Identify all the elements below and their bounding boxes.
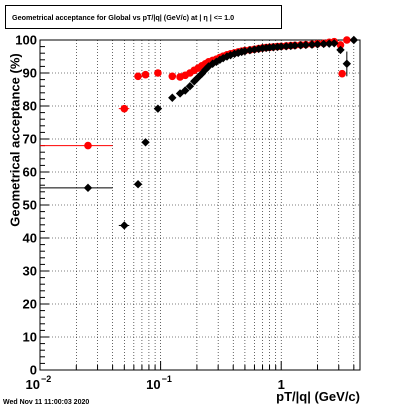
data-point-black	[342, 59, 352, 68]
x-tick-label: 10	[26, 377, 40, 392]
footer-timestamp: Wed Nov 11 11:00:03 2020	[3, 399, 90, 406]
data-point-black	[83, 183, 93, 193]
data-point-red	[134, 72, 142, 81]
x-tick-label: 10	[146, 377, 160, 392]
grid-layer	[40, 40, 360, 370]
y-tick-label: 0	[30, 363, 37, 378]
data-point-black	[319, 39, 328, 49]
data-point-black	[168, 93, 177, 102]
y-tick-label: 60	[23, 165, 37, 180]
y-tick-label: 50	[23, 198, 37, 213]
data-point-black	[349, 35, 359, 45]
data-point-black	[120, 221, 129, 230]
data-point-black	[313, 40, 322, 49]
data-point-black	[194, 73, 203, 82]
data-point-black	[215, 55, 225, 64]
data-point-black	[204, 62, 213, 71]
data-point-black	[336, 45, 345, 55]
error-bars	[40, 51, 348, 226]
data-point-black	[141, 138, 150, 147]
data-point-black	[277, 42, 286, 51]
y-tick-label: 10	[23, 330, 37, 345]
data-point-black	[153, 104, 163, 113]
y-tick-label: 80	[23, 99, 37, 114]
data-point-black	[282, 42, 291, 51]
data-point-black	[301, 40, 311, 50]
y-axis-label: Geometrical acceptance (%)	[7, 53, 23, 227]
data-point-black	[208, 59, 217, 68]
y-tick-label: 100	[15, 33, 37, 48]
data-point-red	[338, 69, 346, 78]
data-point-black	[197, 69, 207, 78]
data-point-black	[226, 50, 235, 60]
data-points	[83, 35, 359, 230]
data-point-red	[343, 36, 351, 44]
x-axis-label: pT/|q| (GeV/c)	[276, 389, 360, 404]
data-point-red	[120, 104, 129, 113]
data-point-black	[330, 39, 339, 48]
data-point-black	[290, 41, 300, 50]
data-point-black	[185, 82, 195, 91]
data-point-black	[296, 41, 305, 50]
data-point-black	[325, 39, 334, 48]
data-point-black	[133, 180, 143, 189]
x-tick-label: 1	[278, 377, 285, 392]
y-tick-label: 40	[23, 231, 37, 246]
data-point-red	[141, 70, 150, 79]
data-point-red	[168, 72, 177, 81]
data-point-red	[154, 69, 162, 77]
y-tick-label: 90	[23, 66, 37, 81]
data-point-red	[336, 41, 345, 49]
x-tick-label-exponent: −1	[162, 374, 172, 384]
y-tick-label: 70	[23, 132, 37, 147]
data-point-black	[254, 44, 263, 54]
data-point-red	[84, 141, 92, 150]
y-tick-label: 20	[23, 297, 37, 312]
data-point-black	[175, 89, 185, 98]
y-tick-label: 30	[23, 264, 37, 279]
x-tick-label-exponent: −2	[41, 374, 51, 384]
chart-title: Geometrical acceptance for Global vs pT/…	[5, 5, 282, 29]
data-point-black	[181, 86, 190, 95]
data-point-black	[307, 40, 317, 49]
